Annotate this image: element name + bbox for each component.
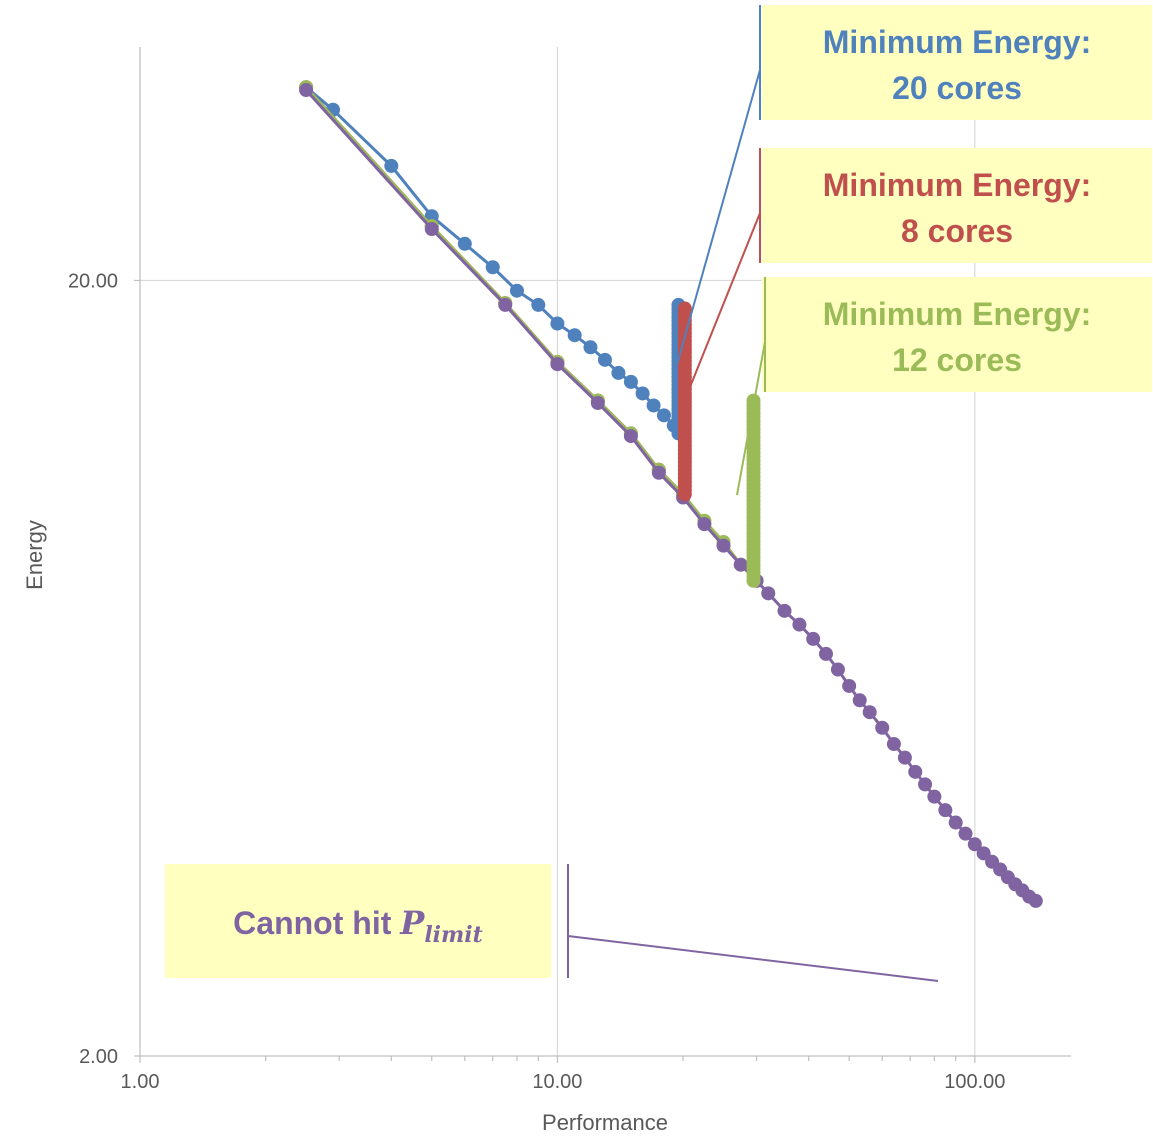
point-purple-13 (777, 603, 792, 618)
point-purple-20 (862, 705, 877, 720)
callout-purple: Cannot hit Plimit (165, 864, 939, 982)
point-purple-1 (424, 222, 439, 237)
callout-value-green: 12 cores (892, 342, 1022, 378)
point-purple-6 (651, 465, 666, 480)
point-purple-22 (886, 737, 901, 752)
vertical-run-green (746, 393, 761, 588)
callout-value-blue: 20 cores (892, 70, 1022, 106)
point-blue-13 (623, 374, 638, 389)
point-purple-8 (697, 517, 712, 532)
point-purple-29 (958, 826, 973, 841)
callout-value-red: 8 cores (901, 213, 1013, 249)
data-series (299, 80, 1043, 908)
callout-math-symbol: P (399, 904, 425, 942)
callout-leader-blue (675, 69, 761, 369)
callout-box-blue (762, 5, 1152, 120)
callout-text-part: Cannot hit (233, 905, 400, 941)
callout-red: Minimum Energy: 8 cores (681, 148, 1152, 408)
point-blue-4 (457, 236, 472, 251)
point-blue-16 (656, 408, 671, 423)
callout-blue: Minimum Energy: 20 cores (675, 5, 1152, 369)
callout-leader-green (736, 341, 766, 496)
x-axis-title: Performance (542, 1110, 668, 1135)
point-blue-2 (384, 158, 399, 173)
run-point-red-46 (677, 487, 692, 502)
vertical-run-red (677, 301, 692, 502)
y-tick-label-0: 2.00 (79, 1046, 118, 1068)
point-purple-18 (842, 678, 857, 693)
callout-title-green: Minimum Energy: (823, 296, 1091, 332)
callout-leader-red (681, 212, 761, 408)
point-purple-0 (299, 83, 314, 98)
point-purple-27 (938, 803, 953, 818)
point-blue-6 (509, 283, 524, 298)
point-blue-3 (424, 209, 439, 224)
point-purple-17 (830, 662, 845, 677)
point-blue-14 (635, 386, 650, 401)
point-purple-25 (918, 777, 933, 792)
point-blue-12 (611, 365, 626, 380)
point-purple-21 (875, 720, 890, 735)
point-purple-14 (792, 617, 807, 632)
point-purple-2 (498, 297, 513, 312)
point-purple-24 (908, 764, 923, 779)
callout-box-red (762, 148, 1152, 263)
series-blue (299, 80, 691, 441)
callout-box-green (762, 277, 1152, 392)
point-purple-10 (733, 557, 748, 572)
callout-leader-purple (567, 935, 939, 982)
callout-title-blue: Minimum Energy: (823, 24, 1091, 60)
point-purple-30 (967, 837, 982, 852)
point-blue-10 (583, 340, 598, 355)
point-purple-9 (716, 538, 731, 553)
callout-title-red: Minimum Energy: (823, 167, 1091, 203)
callouts: Minimum Energy: 20 cores Minimum Energy: 8 … (165, 5, 1152, 982)
point-blue-15 (646, 398, 661, 413)
callout-math-subscript: limit (424, 922, 483, 948)
series-purple (299, 83, 1043, 908)
point-blue-7 (531, 297, 546, 312)
point-purple-3 (550, 357, 565, 372)
point-purple-19 (852, 693, 867, 708)
point-purple-28 (948, 815, 963, 830)
point-purple-12 (761, 586, 776, 601)
point-purple-26 (927, 789, 942, 804)
point-blue-9 (567, 328, 582, 343)
x-tick-label-2: 100.00 (944, 1071, 1005, 1093)
point-blue-11 (597, 352, 612, 367)
point-blue-8 (550, 316, 565, 331)
point-blue-5 (485, 260, 500, 275)
callout-green: Minimum Energy: 12 cores (736, 277, 1152, 496)
callout-title-purple: Cannot hit Plimit (233, 904, 483, 948)
callout-box-purple (165, 864, 551, 978)
x-tick-label-1: 10.00 (532, 1071, 582, 1093)
y-tick-label-1: 20.00 (68, 270, 118, 292)
point-purple-38 (1028, 893, 1043, 908)
x-tick-label-0: 1.00 (121, 1071, 160, 1093)
point-purple-15 (806, 631, 821, 646)
y-axis-title: Energy (22, 520, 47, 590)
run-point-green-45 (746, 573, 761, 588)
point-purple-16 (818, 646, 833, 661)
point-purple-4 (590, 396, 605, 411)
point-purple-5 (623, 429, 638, 444)
axes: 1.00 10.00 100.00 2.00 20.00 (68, 47, 1071, 1093)
vertical-runs (671, 297, 761, 588)
point-purple-23 (897, 750, 912, 765)
